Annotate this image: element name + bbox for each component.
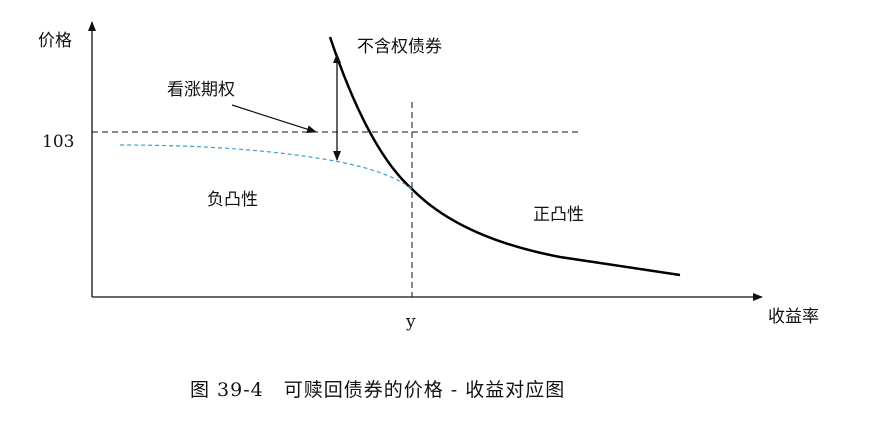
- call-option-pointer-arrow: [231, 104, 317, 134]
- negative-convexity-label: 负凸性: [207, 190, 258, 210]
- x-axis-label: 收益率: [768, 307, 819, 327]
- callable-bond-curve: [119, 144, 413, 190]
- positive-convexity-label: 正凸性: [533, 205, 584, 225]
- option-free-bond-label: 不含权债券: [357, 37, 442, 57]
- figure-caption: 图 39-4 可赎回债券的价格 - 收益对应图: [190, 379, 565, 401]
- call-option-label: 看涨期权: [167, 80, 235, 100]
- yield-y-label: y: [405, 312, 416, 332]
- option-free-bond-curve: [328, 36, 681, 277]
- price-103-label: 103: [42, 132, 74, 152]
- y-axis-label: 价格: [38, 31, 72, 51]
